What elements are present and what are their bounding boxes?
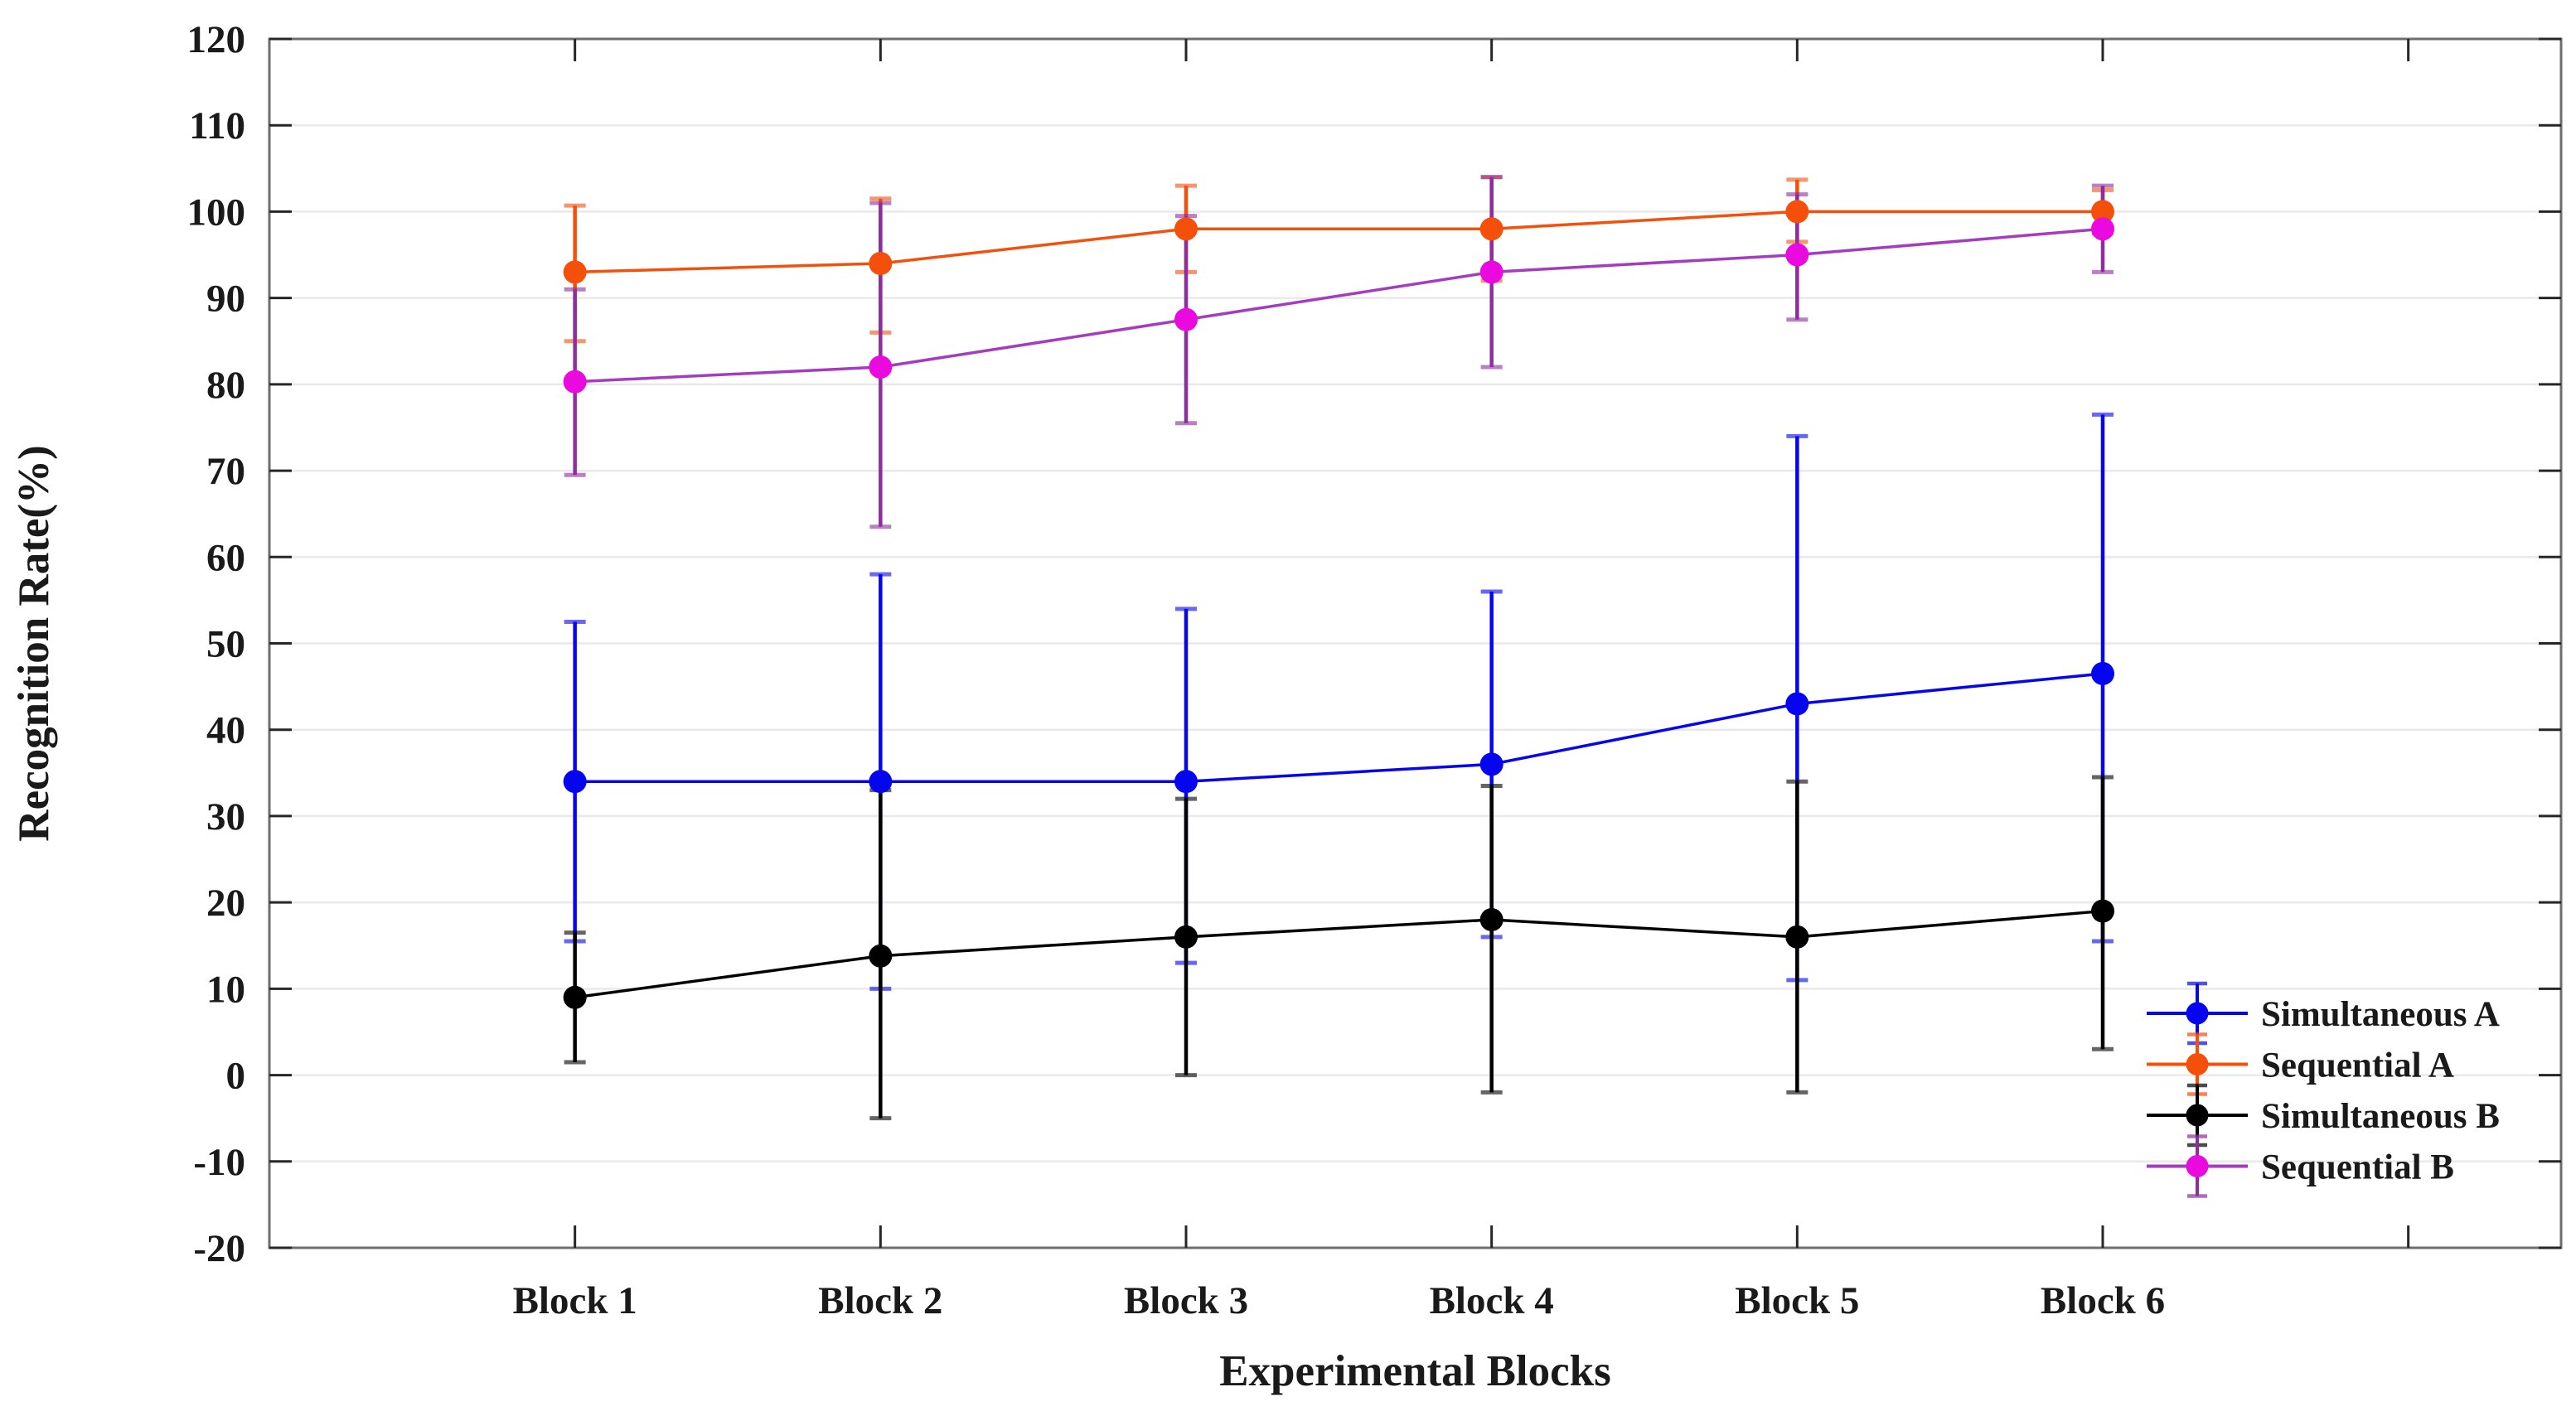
data-point (563, 260, 587, 284)
x-tick-label: Block 4 (1430, 1279, 1554, 1322)
legend-item-simultaneous-a: Simultaneous A (2147, 981, 2500, 1046)
axis-ticks (269, 37, 2561, 1249)
x-tick-label: Block 2 (818, 1279, 942, 1322)
series-line-simultaneous-b (574, 909, 2104, 999)
data-point (1785, 692, 1809, 716)
y-tick-label: 0 (226, 1055, 246, 1098)
series-markers-simultaneous-a (563, 661, 2114, 794)
y-tick-label: 50 (206, 623, 245, 666)
data-point (1785, 243, 1809, 267)
legend-label: Simultaneous A (2261, 995, 2500, 1034)
data-point (2091, 217, 2114, 241)
y-tick-label: 40 (206, 709, 245, 752)
y-tick-label: 70 (206, 450, 245, 493)
data-point (1174, 770, 1198, 794)
x-tick-label: Block 5 (1735, 1279, 1859, 1322)
gridlines (269, 123, 2561, 1163)
series-line-sequential-a (574, 210, 2103, 274)
data-point (2091, 899, 2114, 923)
data-point (1479, 217, 1503, 241)
legend-item-sequential-b: Sequential B (2147, 1134, 2454, 1198)
data-point (563, 370, 587, 394)
x-tick-label: Block 3 (1124, 1279, 1248, 1322)
series-markers-sequential-b (563, 217, 2114, 394)
data-point (1174, 307, 1198, 331)
y-tick-label: -20 (193, 1227, 245, 1270)
legend-label: Sequential B (2261, 1148, 2454, 1187)
y-tick-label: 120 (187, 18, 246, 61)
series-line-simultaneous-a (574, 672, 2104, 783)
y-tick-label: 100 (187, 191, 246, 234)
data-point (869, 770, 893, 794)
y-tick-label: 30 (206, 795, 245, 838)
legend-marker-icon (2186, 1155, 2209, 1177)
y-tick-label: -10 (193, 1141, 245, 1184)
error-bars-sequential-a (564, 175, 2114, 344)
data-point (2091, 661, 2114, 685)
error-bars-simultaneous-b (564, 775, 2114, 1121)
legend-marker-icon (2186, 1104, 2209, 1127)
x-axis-title: Experimental Blocks (1219, 1347, 1611, 1395)
data-point (563, 985, 587, 1009)
series-line-sequential-b (574, 227, 2104, 384)
legend-label: Sequential A (2261, 1046, 2454, 1085)
y-tick-label: 60 (206, 536, 245, 579)
data-point (563, 770, 587, 794)
data-point (869, 944, 893, 968)
y-tick-label: 20 (206, 882, 245, 925)
x-tick-label: Block 1 (513, 1279, 637, 1322)
error-bars (564, 175, 2114, 1121)
x-tick-label: Block 6 (2041, 1279, 2165, 1322)
series-lines (574, 210, 2104, 999)
y-tick-label: 10 (206, 968, 245, 1011)
legend-item-sequential-a: Sequential A (2147, 1032, 2454, 1096)
y-tick-label: 80 (206, 364, 245, 407)
data-point (1479, 260, 1503, 284)
data-point (1785, 925, 1809, 949)
legend: Simultaneous A Sequential A Simultaneous B… (2147, 981, 2500, 1198)
data-point (1479, 752, 1503, 776)
series-markers-simultaneous-b (563, 899, 2114, 1009)
legend-marker-icon (2186, 1053, 2209, 1075)
data-point (869, 355, 893, 379)
data-point (1174, 217, 1198, 241)
y-tick-label: 90 (206, 278, 245, 321)
series-markers (563, 200, 2114, 1009)
data-point (2091, 200, 2114, 224)
x-tick-labels: Block 1 Block 2 Block 3 Block 4 Block 5 Block… (513, 1279, 2166, 1322)
series-markers-sequential-a (563, 200, 2114, 284)
legend-label: Simultaneous B (2261, 1097, 2500, 1136)
y-axis-title: Recognition Rate(%) (10, 445, 58, 841)
data-point (1785, 200, 1809, 224)
data-point (1174, 925, 1198, 949)
y-tick-label: 110 (189, 104, 245, 147)
legend-item-simultaneous-b: Simultaneous B (2147, 1083, 2500, 1148)
data-point (869, 251, 893, 275)
data-point (1479, 907, 1503, 931)
legend-marker-icon (2186, 1002, 2209, 1025)
